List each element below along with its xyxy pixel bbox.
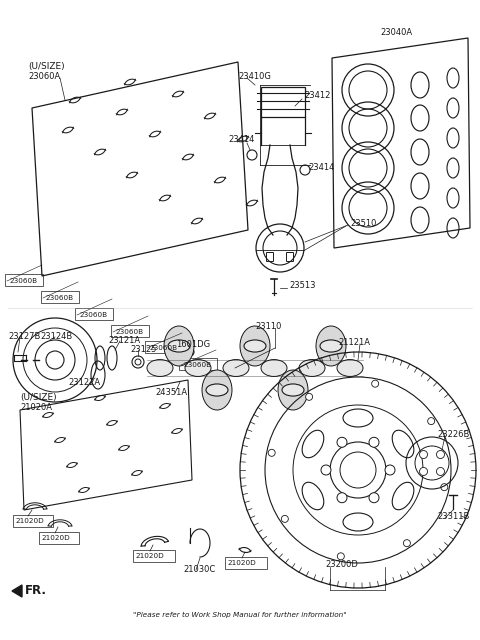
Text: 23513: 23513 bbox=[289, 282, 315, 291]
Ellipse shape bbox=[206, 384, 228, 396]
Text: 23510: 23510 bbox=[350, 218, 376, 227]
Text: 23060A: 23060A bbox=[28, 72, 60, 81]
Ellipse shape bbox=[168, 340, 190, 352]
Circle shape bbox=[337, 493, 347, 502]
Circle shape bbox=[403, 540, 410, 547]
Text: 23127B: 23127B bbox=[8, 332, 40, 341]
Ellipse shape bbox=[316, 326, 346, 366]
Circle shape bbox=[369, 493, 379, 502]
Ellipse shape bbox=[164, 326, 194, 366]
Text: 23200D: 23200D bbox=[325, 560, 358, 569]
Text: 24351A: 24351A bbox=[155, 388, 187, 397]
Circle shape bbox=[436, 451, 444, 458]
Text: 23060B: 23060B bbox=[45, 295, 73, 301]
Circle shape bbox=[281, 515, 288, 522]
Text: (U/SIZE): (U/SIZE) bbox=[20, 393, 57, 402]
Ellipse shape bbox=[302, 430, 324, 458]
Circle shape bbox=[337, 553, 344, 560]
Text: 23311B: 23311B bbox=[437, 512, 469, 521]
Ellipse shape bbox=[337, 360, 363, 376]
Circle shape bbox=[428, 418, 435, 424]
Text: 23226B: 23226B bbox=[437, 430, 469, 439]
Text: 23060B: 23060B bbox=[183, 362, 211, 368]
Text: 23121A: 23121A bbox=[108, 336, 140, 345]
Ellipse shape bbox=[343, 513, 373, 531]
Ellipse shape bbox=[223, 360, 249, 376]
Circle shape bbox=[369, 437, 379, 447]
Text: 23060B: 23060B bbox=[79, 312, 107, 318]
Circle shape bbox=[268, 449, 275, 456]
Text: FR.: FR. bbox=[25, 584, 47, 598]
Ellipse shape bbox=[392, 483, 414, 509]
Text: "Please refer to Work Shop Manual for further information": "Please refer to Work Shop Manual for fu… bbox=[133, 612, 347, 618]
Text: 1601DG: 1601DG bbox=[176, 340, 210, 349]
Text: 21030C: 21030C bbox=[183, 565, 215, 574]
Text: 21121A: 21121A bbox=[338, 338, 370, 347]
Text: 23060B: 23060B bbox=[115, 329, 143, 335]
Ellipse shape bbox=[244, 340, 266, 352]
Ellipse shape bbox=[278, 370, 308, 410]
Ellipse shape bbox=[202, 370, 232, 410]
Ellipse shape bbox=[282, 384, 304, 396]
Ellipse shape bbox=[185, 360, 211, 376]
Text: 21020A: 21020A bbox=[20, 403, 52, 412]
Circle shape bbox=[436, 467, 444, 476]
Text: 23414: 23414 bbox=[308, 163, 335, 172]
Text: (U/SIZE): (U/SIZE) bbox=[28, 62, 65, 71]
Text: 23414: 23414 bbox=[228, 134, 254, 143]
Circle shape bbox=[306, 394, 312, 401]
Text: 23125: 23125 bbox=[130, 345, 156, 354]
Text: 23412: 23412 bbox=[304, 92, 330, 100]
Text: 21020D: 21020D bbox=[227, 560, 256, 566]
Text: 23040A: 23040A bbox=[380, 28, 412, 37]
Text: 23110: 23110 bbox=[255, 322, 281, 331]
Ellipse shape bbox=[320, 340, 342, 352]
Text: 23060B: 23060B bbox=[149, 345, 177, 351]
Ellipse shape bbox=[392, 430, 414, 458]
Text: 21020D: 21020D bbox=[41, 535, 70, 541]
Text: 23124B: 23124B bbox=[40, 332, 72, 341]
Circle shape bbox=[385, 465, 395, 475]
Text: 23410G: 23410G bbox=[238, 72, 271, 81]
Text: 23122A: 23122A bbox=[68, 378, 100, 387]
Circle shape bbox=[337, 437, 347, 447]
Text: 23060B: 23060B bbox=[9, 278, 37, 284]
Ellipse shape bbox=[147, 360, 173, 376]
Text: 21020D: 21020D bbox=[15, 518, 44, 524]
Ellipse shape bbox=[343, 409, 373, 427]
Ellipse shape bbox=[302, 483, 324, 509]
Ellipse shape bbox=[240, 326, 270, 366]
Ellipse shape bbox=[299, 360, 325, 376]
Polygon shape bbox=[12, 585, 22, 597]
Text: 21020D: 21020D bbox=[135, 553, 164, 559]
Circle shape bbox=[420, 467, 428, 476]
Ellipse shape bbox=[261, 360, 287, 376]
Circle shape bbox=[372, 380, 379, 387]
Circle shape bbox=[420, 451, 428, 458]
Circle shape bbox=[321, 465, 331, 475]
Circle shape bbox=[441, 484, 448, 491]
